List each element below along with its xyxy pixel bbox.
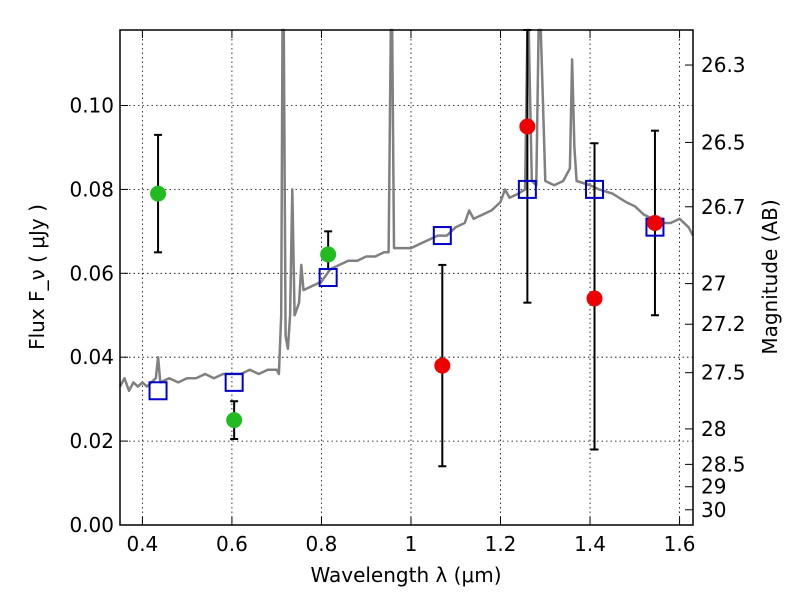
observed-point [434,357,451,374]
y-axis-title: Flux F_ν ( μJy ) [25,204,49,350]
magnitude-tick-label: 30 [701,498,726,522]
x-axis-title: Wavelength λ (μm) [310,563,501,587]
spectrum-line [118,28,695,393]
observed-point [586,290,603,307]
plot-frame [119,29,694,526]
y-tick-label: 0.02 [69,429,114,453]
model-photometry-square [432,226,452,246]
y-tick-label: 0.04 [69,345,114,369]
observed-point [646,214,663,231]
y-tick-label: 0.10 [69,94,114,118]
x-tick-label: 1.2 [485,532,517,556]
x-tick-label: 0.6 [216,532,248,556]
observed-point [150,185,167,202]
tick-layer: 0.4 0.6 0.8 1 1.2 1.4 1.6 0.00 0.02 0.04 0.06 0.08 0… [69,30,746,556]
magnitude-tick-label: 26.5 [701,130,746,154]
observed-point [519,118,536,135]
y-tick-label: 0.08 [69,177,114,201]
magnitude-tick-label: 27.2 [701,312,746,336]
magnitude-tick-label: 28 [701,417,726,441]
magnitude-tick-label: 26.3 [701,53,746,77]
magnitude-tick-label: 26.7 [701,195,746,219]
model-photometry-square [318,268,338,287]
model-photometry-square [585,179,605,199]
magnitude-tick-label: 27 [701,272,726,296]
magnitude-tick-label: 27.5 [701,361,746,385]
plot-background [120,30,693,525]
model-photometry-square [517,179,537,199]
model-photometry-square [148,381,168,401]
y-tick-label: 0.06 [69,261,114,285]
magnitude-tick-label: 28.5 [701,452,746,476]
observed-point [320,246,337,263]
magnitude-tick-label: 29 [701,475,726,499]
x-tick-label: 0.8 [306,532,338,556]
spectrum-layer [118,28,695,393]
x-tick-label: 1.4 [574,532,606,556]
model-photometry-square [224,372,244,392]
observed-point [226,412,243,429]
y-axis-right-title: Magnitude (AB) [758,199,782,354]
x-tick-label: 0.4 [126,532,158,556]
marker-layer [148,118,665,429]
y-tick-label: 0.00 [69,513,114,537]
x-tick-label: 1.6 [664,532,696,556]
x-tick-label: 1 [405,532,418,556]
